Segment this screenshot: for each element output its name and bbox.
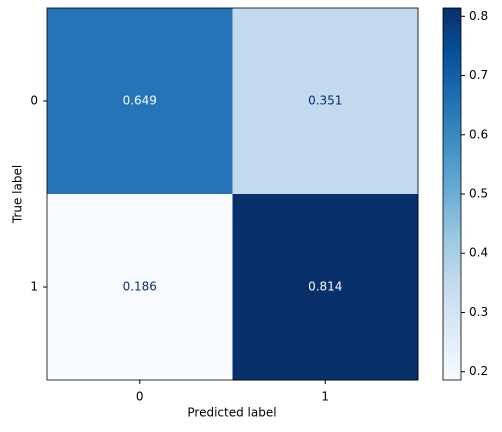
cell	[47, 194, 233, 381]
cell-label: 0.649	[123, 94, 157, 108]
cell	[232, 8, 419, 195]
plot-frame	[46, 7, 419, 381]
colorbar-tick-label: 0.2	[469, 364, 488, 378]
x-axis-label: Predicted label	[187, 406, 276, 420]
colorbar	[442, 7, 462, 381]
colorbar-tick-label: 0.6	[469, 127, 488, 141]
y-tick-label: 0	[30, 94, 38, 108]
y-tick-label: 1	[30, 280, 38, 294]
x-tick-label: 1	[321, 390, 329, 404]
colorbar-tick-label: 0.7	[469, 68, 488, 82]
cell-label: 0.814	[308, 280, 342, 294]
colorbar-tick-label: 0.3	[469, 305, 488, 319]
cell-label: 0.351	[308, 94, 342, 108]
y-axis-label: True label	[11, 165, 25, 224]
cell-label: 0.186	[123, 280, 157, 294]
cell	[47, 8, 233, 195]
colorbar-tick-label: 0.4	[469, 246, 488, 260]
colorbar-tick-label: 0.5	[469, 187, 488, 201]
cell	[232, 194, 419, 381]
colorbar-tick-label: 0.8	[469, 9, 488, 23]
x-tick-label: 0	[136, 390, 144, 404]
